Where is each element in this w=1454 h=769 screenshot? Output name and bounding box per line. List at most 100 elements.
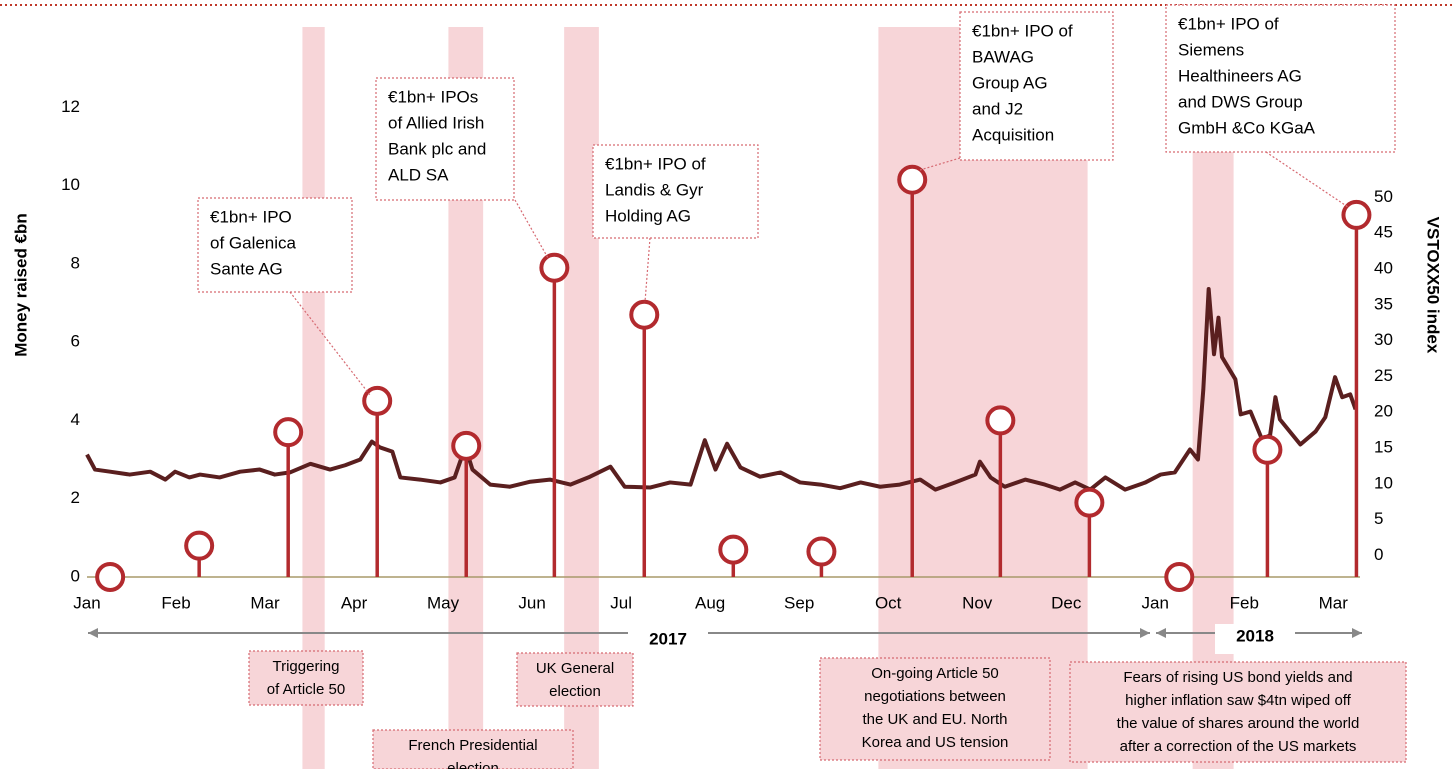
y2-tick-label: 35 — [1374, 294, 1393, 313]
callout-text: Group AG — [972, 73, 1048, 92]
y-tick-label: 10 — [61, 175, 80, 194]
band-label-box — [248, 650, 364, 706]
callout-text: of Allied Irish — [388, 113, 484, 132]
x-tick-label: Oct — [875, 593, 902, 612]
vstoxx-line — [85, 287, 1358, 492]
callout-box — [592, 144, 759, 239]
band-label-box — [372, 729, 574, 769]
callout-text: BAWAG — [972, 47, 1034, 66]
x-tick-label: Feb — [161, 593, 190, 612]
callout-text: €1bn+ IPO of — [972, 21, 1073, 40]
lollipop-head — [629, 299, 660, 330]
lollipop-head — [451, 430, 482, 461]
callout-text: and J2 — [972, 99, 1023, 118]
band-label-text: Fears of rising US bond yields and — [1123, 669, 1352, 686]
arrow-head — [1140, 628, 1150, 638]
band-label-text: of Article 50 — [267, 681, 345, 698]
band-label-text: Triggering — [273, 658, 340, 675]
lollipop-head — [1341, 199, 1372, 230]
callout-text: €1bn+ IPO — [210, 207, 292, 226]
lollipop-head — [95, 562, 126, 592]
y2-tick-label: 0 — [1374, 545, 1383, 564]
x-tick-label: Mar — [250, 593, 280, 612]
y2-tick-label: 25 — [1374, 366, 1393, 385]
band-label-text: election — [447, 760, 499, 769]
y2-tick-label: 40 — [1374, 258, 1393, 277]
y-tick-label: 8 — [71, 253, 80, 272]
y2-tick-label: 20 — [1374, 402, 1393, 421]
callout-text: €1bn+ IPOs — [388, 87, 478, 106]
year-label: 2018 — [1236, 626, 1274, 645]
arrow-head — [1352, 628, 1362, 638]
callout-box — [959, 11, 1114, 161]
y2-tick-label: 15 — [1374, 438, 1393, 457]
x-tick-label: Feb — [1230, 593, 1259, 612]
y-tick-label: 2 — [71, 488, 80, 507]
callout-text: Sante AG — [210, 259, 283, 278]
lollipop-head — [539, 252, 570, 283]
callout-text: Landis & Gyr — [605, 180, 704, 199]
y-tick-label: 12 — [61, 97, 80, 116]
band-label-text: higher inflation saw $4tn wiped off — [1125, 692, 1352, 709]
band-label-text: election — [549, 683, 601, 700]
callout-box — [197, 197, 353, 293]
lollipop-head — [718, 534, 749, 565]
lollipop-head — [362, 385, 393, 416]
x-tick-label: Jan — [1142, 593, 1169, 612]
band-label-text: Korea and US tension — [862, 734, 1009, 751]
y2-axis-label: VSTOXX50 index — [1424, 217, 1443, 354]
x-tick-label: Mar — [1319, 593, 1349, 612]
lollipop-head — [985, 405, 1016, 436]
callout-leader — [514, 199, 549, 259]
y2-tick-label: 5 — [1374, 509, 1383, 528]
arrow-head — [1156, 628, 1166, 638]
callout-leader — [919, 157, 961, 171]
y2-tick-label: 30 — [1374, 330, 1393, 349]
callout-text: €1bn+ IPO of — [1178, 14, 1279, 33]
lollipop-head — [1164, 562, 1195, 592]
callout-text: GmbH &Co KGaA — [1178, 118, 1316, 137]
arrow-head — [88, 628, 98, 638]
lollipop-head — [1252, 434, 1283, 465]
callout-text: Holding AG — [605, 206, 691, 225]
band-label-text: after a correction of the US markets — [1120, 738, 1357, 755]
band-label-text: the UK and EU. North — [862, 711, 1007, 728]
callout-text: of Galenica — [210, 233, 297, 252]
x-tick-label: Sep — [784, 593, 814, 612]
band-label-text: UK General — [536, 660, 614, 677]
lollipop-head — [897, 164, 928, 195]
callout-text: ALD SA — [388, 165, 449, 184]
band-label-box — [516, 652, 634, 707]
y-tick-label: 6 — [71, 332, 80, 351]
x-tick-label: Jul — [610, 593, 632, 612]
callout-leader — [1265, 151, 1349, 208]
y2-tick-label: 10 — [1374, 473, 1393, 492]
y2-tick-label: 50 — [1374, 187, 1393, 206]
callout-text: €1bn+ IPO of — [605, 154, 706, 173]
lollipop-head — [184, 530, 215, 561]
x-tick-label: Nov — [962, 593, 993, 612]
y-tick-label: 0 — [71, 566, 80, 585]
callout-box — [375, 77, 515, 201]
callout-text: Healthineers AG — [1178, 66, 1302, 85]
x-tick-label: Dec — [1051, 593, 1082, 612]
year-bg — [628, 624, 708, 654]
x-tick-label: Aug — [695, 593, 725, 612]
callout-leader — [289, 291, 371, 396]
callout-text: Acquisition — [972, 125, 1054, 144]
band-label-text: On-going Article 50 — [871, 665, 999, 682]
callout-text: and DWS Group — [1178, 92, 1303, 111]
band-label-box — [1069, 661, 1407, 763]
callout-leader — [644, 237, 651, 303]
band-label-box — [819, 657, 1051, 761]
lollipop-head — [1074, 487, 1105, 518]
y-tick-label: 4 — [71, 410, 80, 429]
callout-box — [1165, 4, 1396, 153]
x-tick-label: Jun — [518, 593, 545, 612]
y2-tick-label: 45 — [1374, 223, 1393, 242]
band-label-text: negotiations between — [864, 688, 1006, 705]
callout-text: Siemens — [1178, 40, 1244, 59]
year-label: 2017 — [649, 629, 687, 648]
x-tick-label: Apr — [341, 593, 368, 612]
